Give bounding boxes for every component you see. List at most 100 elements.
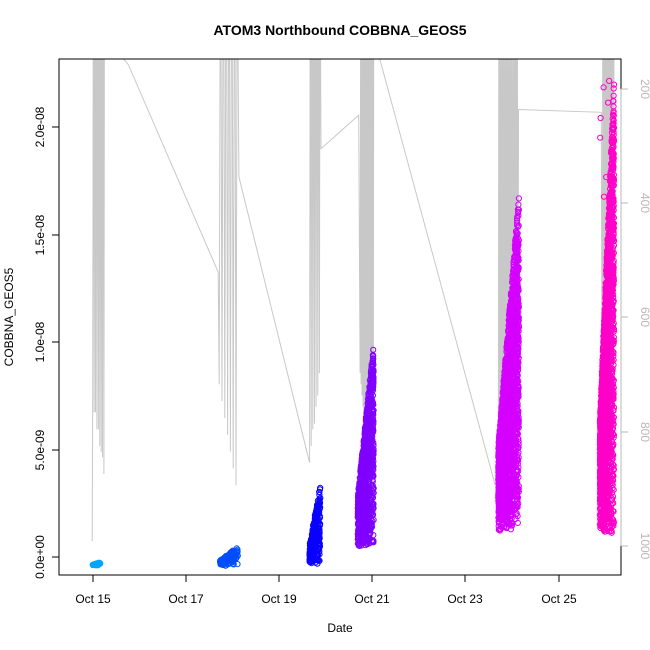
data-point <box>515 454 522 461</box>
data-point <box>507 391 514 398</box>
data-point <box>506 517 514 524</box>
data-point <box>501 392 508 399</box>
data-point <box>508 424 515 431</box>
data-point <box>514 430 521 437</box>
data-point <box>501 509 508 516</box>
data-point <box>367 502 374 509</box>
data-point <box>217 558 224 565</box>
data-point <box>498 403 505 410</box>
chart-title: ATOM3 Northbound COBBNA_GEOS5 <box>213 22 466 38</box>
data-point <box>506 468 513 475</box>
data-point <box>514 411 522 418</box>
data-point <box>515 195 523 202</box>
data-point <box>500 380 507 387</box>
data-point <box>504 444 511 451</box>
data-point <box>506 495 513 502</box>
data-point <box>497 523 504 530</box>
data-point <box>355 494 362 501</box>
data-point <box>223 559 230 566</box>
data-point <box>312 514 319 521</box>
data-point <box>369 352 376 359</box>
data-point <box>513 255 520 262</box>
data-point <box>499 420 506 427</box>
data-point <box>514 209 522 216</box>
data-point <box>364 396 372 403</box>
data-point <box>357 532 364 539</box>
data-point <box>316 488 323 495</box>
data-point <box>515 384 522 391</box>
data-point <box>370 502 377 509</box>
data-point <box>495 454 502 461</box>
data-point <box>354 505 361 512</box>
data-point <box>370 485 377 492</box>
data-point <box>356 508 363 515</box>
data-point <box>510 405 517 412</box>
data-point <box>495 465 502 473</box>
data-point <box>368 459 375 467</box>
data-point <box>511 334 518 341</box>
data-point <box>230 549 238 556</box>
data-point <box>514 220 521 227</box>
data-point <box>496 440 503 447</box>
data-point <box>308 531 316 538</box>
data-point <box>509 468 517 475</box>
data-point <box>509 457 517 464</box>
data-point <box>503 516 511 523</box>
data-point <box>515 338 522 345</box>
data-point <box>362 454 369 462</box>
data-point <box>505 340 512 347</box>
data-point <box>499 427 506 434</box>
data-point <box>356 481 363 488</box>
data-point <box>500 472 507 479</box>
data-point <box>369 517 376 525</box>
data-point <box>309 550 316 557</box>
data-point <box>501 389 508 396</box>
data-point <box>313 551 320 558</box>
data-point <box>511 401 518 408</box>
data-point <box>506 309 513 316</box>
data-point <box>513 472 521 479</box>
data-point <box>361 429 368 436</box>
data-point <box>312 522 319 530</box>
data-point <box>508 279 516 286</box>
data-point <box>316 541 323 548</box>
data-point <box>505 406 512 413</box>
data-point <box>510 471 518 478</box>
data-point <box>505 327 512 334</box>
data-point <box>367 380 374 387</box>
data-point <box>308 552 315 559</box>
data-point <box>505 412 512 419</box>
data-point <box>514 213 521 220</box>
data-point <box>508 332 515 339</box>
data-point <box>499 466 506 473</box>
data-point <box>369 355 377 362</box>
data-point <box>510 438 518 445</box>
data-point <box>499 516 506 524</box>
data-point <box>357 470 364 477</box>
data-point <box>363 413 370 421</box>
data-point <box>499 498 506 505</box>
data-point <box>512 486 519 493</box>
data-point <box>370 448 377 455</box>
data-point <box>225 553 232 560</box>
data-point <box>508 296 515 303</box>
data-point <box>507 319 515 326</box>
data-point <box>515 438 522 445</box>
data-point <box>508 304 516 311</box>
data-point <box>514 217 521 224</box>
data-point <box>495 444 502 451</box>
data-point <box>367 510 374 518</box>
data-point <box>500 407 507 414</box>
data-point <box>515 201 522 208</box>
data-point <box>357 485 364 492</box>
data-point <box>499 410 506 417</box>
data-point <box>496 512 503 519</box>
data-point <box>363 435 370 442</box>
data-point <box>509 399 517 406</box>
data-point <box>313 531 320 538</box>
data-point <box>513 230 520 237</box>
data-point <box>370 516 377 524</box>
data-point <box>514 300 521 307</box>
